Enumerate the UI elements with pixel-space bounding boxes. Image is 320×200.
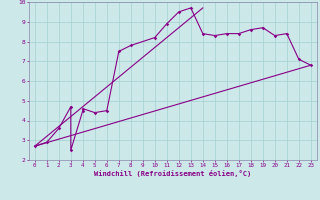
- X-axis label: Windchill (Refroidissement éolien,°C): Windchill (Refroidissement éolien,°C): [94, 170, 252, 177]
